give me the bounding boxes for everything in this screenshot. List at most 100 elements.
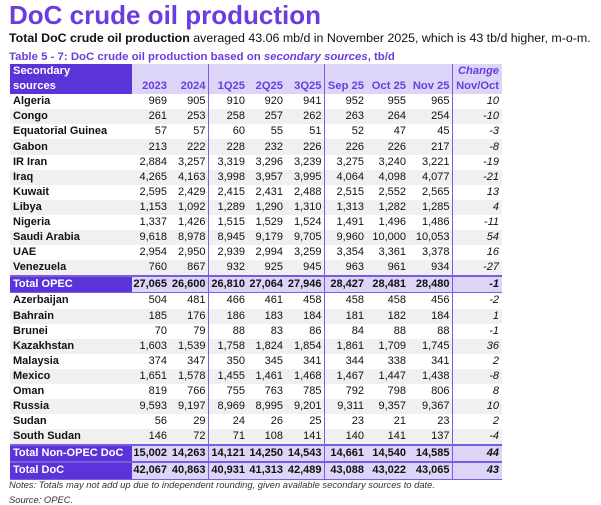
cell-value: 226 (324, 139, 366, 155)
cell-value: 40,931 (208, 461, 247, 480)
cell-value: 8,978 (169, 230, 209, 246)
table-row: Kazakhstan 1,603 1,539 1,758 1,824 1,854 1,861… (10, 338, 502, 354)
cell-value: 9,618 (132, 230, 169, 246)
cell-value: 1,153 (132, 199, 169, 215)
cell-value: 1,285 (408, 199, 453, 215)
cell-value: 4,163 (169, 169, 209, 185)
row-label: Total OPEC (10, 275, 132, 294)
row-label: Algeria (13, 95, 51, 108)
row-label: Kazakhstan (10, 338, 132, 354)
cell-value: 3,259 (285, 245, 325, 261)
table-row: Saudi Arabia 9,618 8,978 8,945 9,179 9,705 9,9… (10, 230, 502, 246)
cell-value: 9,705 (285, 230, 325, 246)
cell-value: 14,540 (366, 444, 408, 463)
cell-value: 79 (169, 323, 209, 339)
cell-value: 347 (169, 353, 209, 369)
cell-value: 83 (270, 324, 283, 337)
cell-value: 932 (208, 260, 247, 277)
cell-value: 341 (408, 353, 453, 369)
cell-change: 54 (452, 230, 502, 246)
cell-value: 253 (169, 109, 209, 125)
cell-value: 941 (285, 94, 325, 110)
table-row: Algeria 969 905 910 920 941 952 955 965 10 (10, 94, 502, 110)
table-row: Malaysia 374 347 350 345 341 344 338 341 2 (10, 353, 502, 369)
cell-value: 458 (387, 294, 406, 307)
cell-value: 2,552 (378, 185, 406, 198)
cell-value: 785 (285, 383, 325, 400)
cell-value: 3,319 (217, 155, 245, 168)
table-row: Russia 9,593 9,197 8,969 8,995 9,201 9,311 9,35… (10, 399, 502, 415)
cell-value: 41,313 (247, 461, 285, 480)
cell-value: 955 (387, 95, 406, 108)
table-row: Oman 819 766 755 763 785 792 798 806 8 (10, 383, 502, 400)
cell-value: 3,221 (408, 154, 453, 170)
cell-value: 47 (393, 125, 406, 138)
cell-change: -11 (483, 215, 499, 228)
cell-value: 40,863 (169, 461, 209, 480)
cell-value: 1,447 (366, 368, 408, 384)
row-label: Russia (10, 399, 132, 415)
cell-value: 925 (247, 260, 285, 277)
row-label: Nigeria (13, 215, 51, 228)
cell-change: 10 (452, 399, 502, 415)
row-label: UAE (13, 246, 37, 259)
cell-value: 945 (285, 260, 325, 277)
cell-value: 934 (408, 260, 453, 277)
cell-change: 13 (486, 185, 499, 198)
cell-value: 10,000 (366, 230, 408, 246)
header-row-2: sources 2023 2024 1Q25 2Q25 3Q25 Sep 25 Oct 25… (10, 79, 502, 95)
cell-value: 1,461 (247, 368, 285, 384)
cell-value: 952 (345, 95, 364, 108)
column-header: 3Q25 (285, 79, 325, 95)
table-row: IR Iran 2,884 3,257 3,319 3,296 3,239 3,275 3,2… (10, 154, 502, 170)
cell-value: 2,994 (255, 246, 283, 259)
cell-value: 763 (264, 385, 283, 398)
cell-value: 458 (345, 294, 364, 307)
cell-value: 9,593 (132, 399, 169, 415)
cell-change: -4 (452, 429, 502, 446)
header-row-1: Secondary Change (10, 64, 502, 80)
cell-change: -8 (452, 139, 502, 155)
row-label: Azerbaijan (13, 294, 69, 307)
table-row: Equatorial Guinea 57 57 60 55 51 52 47 45 -3 (10, 124, 502, 140)
cell-value: 3,354 (336, 246, 364, 259)
cell-value: 1,745 (408, 338, 453, 354)
cell-value: 1,539 (169, 338, 209, 354)
cell-value: 1,337 (139, 215, 167, 228)
cell-value: 222 (169, 139, 209, 155)
cell-value: 1,496 (378, 215, 406, 228)
caption-post: , tb/d (367, 51, 395, 63)
column-header: 2024 (169, 79, 209, 95)
summary-text: Total DoC crude oil production averaged … (9, 31, 591, 45)
cell-value: 1,468 (285, 368, 325, 384)
cell-value: 1,491 (336, 215, 364, 228)
cell-change: 10 (486, 95, 499, 108)
cell-value: 55 (270, 125, 283, 138)
table-row: Brunei 70 79 88 83 86 84 88 88 -1 (10, 323, 502, 339)
cell-value: 264 (366, 109, 408, 125)
cell-value: 910 (226, 95, 245, 108)
cell-value: 1,758 (208, 338, 247, 354)
cell-value: 792 (345, 385, 364, 398)
cell-value: 14,121 (208, 444, 247, 463)
cell-value: 42,489 (285, 461, 325, 480)
cell-value: 3,275 (336, 155, 364, 168)
cell-value: 84 (351, 324, 364, 337)
cell-value: 263 (324, 109, 366, 125)
cell-value: 1,515 (217, 215, 245, 228)
cell-value: 2,595 (139, 185, 167, 198)
cell-value: 1,290 (247, 199, 285, 215)
table-notes: Notes: Totals may not add up due to inde… (9, 479, 435, 490)
cell-value: 2,565 (408, 184, 453, 200)
cell-value: 28,481 (366, 275, 408, 294)
summary-bold: Total DoC crude oil production (9, 31, 190, 45)
cell-value: 345 (264, 354, 283, 367)
cell-value: 57 (154, 125, 167, 138)
cell-value: 176 (169, 308, 209, 324)
table-row: Venezuela 760 867 932 925 945 963 961 934 -27 (10, 260, 502, 277)
cell-value: 60 (232, 125, 245, 138)
cell-value: 766 (169, 383, 209, 400)
table-row: Congo 261 253 258 257 262 263 264 254 -10 (10, 109, 502, 125)
cell-value: 3,296 (255, 155, 283, 168)
cell-value: 228 (208, 139, 247, 155)
